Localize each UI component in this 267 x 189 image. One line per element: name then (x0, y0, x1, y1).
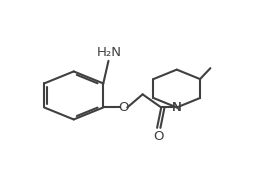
Text: O: O (119, 101, 129, 114)
Text: H₂N: H₂N (97, 46, 122, 59)
Text: N: N (172, 101, 182, 114)
Text: N: N (172, 101, 182, 114)
Text: O: O (154, 130, 164, 143)
